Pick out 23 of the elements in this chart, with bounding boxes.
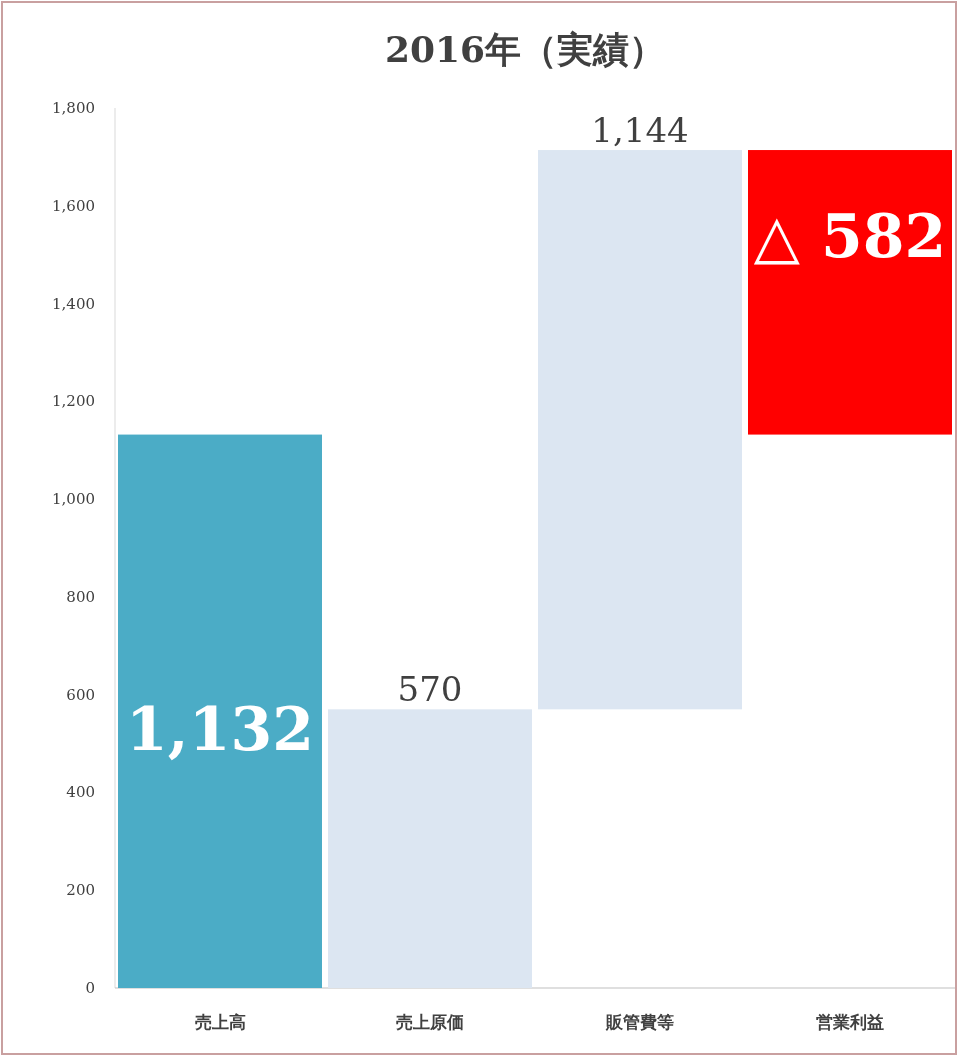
y-tick-label: 1,600 (52, 196, 95, 215)
y-tick-label: 400 (66, 783, 95, 802)
chart-title: 2016年（実績） (384, 28, 666, 70)
y-tick-label: 1,200 (52, 392, 95, 411)
data-label: 570 (397, 669, 463, 710)
bar (118, 434, 322, 988)
y-tick-label: 600 (66, 685, 95, 704)
x-tick-label: 営業利益 (816, 1012, 884, 1032)
bar (328, 709, 532, 988)
bar (538, 150, 742, 710)
y-tick-label: 1,800 (52, 99, 95, 117)
y-tick-label: 0 (85, 979, 95, 997)
data-label: 1,144 (591, 110, 689, 151)
y-tick-label: 1,000 (52, 490, 95, 509)
bar (748, 150, 952, 435)
data-label: 1,132 (126, 693, 314, 764)
x-tick-label: 売上高 (194, 1012, 246, 1032)
data-label: △ 582 (753, 201, 947, 272)
y-tick-label: 800 (66, 587, 95, 606)
x-tick-label: 売上原価 (396, 1012, 464, 1032)
y-tick-label: 1,400 (52, 294, 95, 313)
y-tick-label: 200 (66, 881, 95, 900)
x-tick-label: 販管費等 (605, 1012, 674, 1032)
